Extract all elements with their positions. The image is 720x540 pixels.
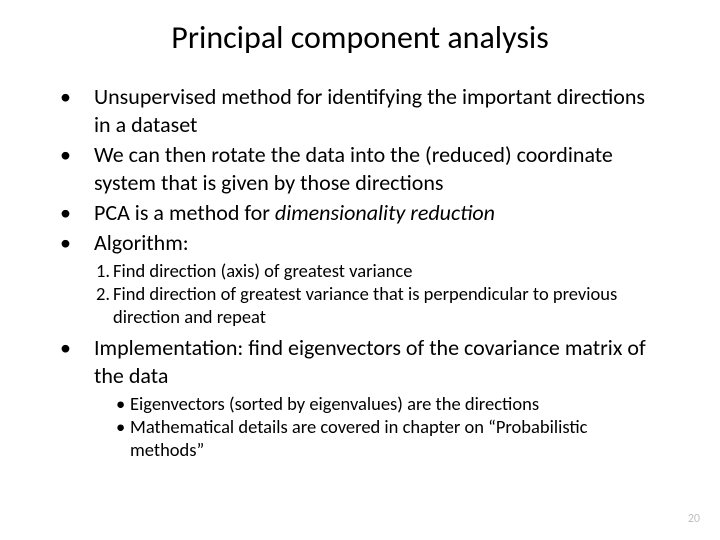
step-number: 2.	[96, 282, 110, 328]
bullet-text-em: dimensionality reduction	[275, 199, 495, 226]
subnote-text: Eigenvectors (sorted by eigenvalues) are…	[130, 392, 648, 415]
bullet-marker: •	[58, 334, 94, 390]
bullet-text: Unsupervised method for identifying the …	[94, 83, 666, 139]
subnote-marker: •	[116, 415, 130, 461]
bullet-marker: •	[58, 229, 94, 257]
bullet-text-pre: PCA is a method for	[94, 199, 275, 226]
bullet-text: Implementation: find eigenvectors of the…	[94, 334, 666, 390]
slide: Principal component analysis • Unsupervi…	[0, 0, 720, 540]
bullet-list: • Unsupervised method for identifying th…	[58, 83, 666, 461]
bullet-text: PCA is a method for dimensionality reduc…	[94, 199, 666, 227]
algorithm-steps: 1. Find direction (axis) of greatest var…	[96, 259, 648, 328]
subnote-marker: •	[116, 392, 130, 415]
step-item: 2. Find direction of greatest variance t…	[96, 282, 648, 328]
subnote-text: Mathematical details are covered in chap…	[130, 415, 648, 461]
bullet-marker: •	[58, 141, 94, 197]
bullet-text: Algorithm:	[94, 229, 666, 257]
subnote-item: • Eigenvectors (sorted by eigenvalues) a…	[116, 392, 648, 415]
bullet-item: • PCA is a method for dimensionality red…	[58, 199, 666, 227]
bullet-marker: •	[58, 83, 94, 139]
bullet-text: We can then rotate the data into the (re…	[94, 141, 666, 197]
sub-notes: • Eigenvectors (sorted by eigenvalues) a…	[116, 392, 648, 461]
step-text: Find direction (axis) of greatest varian…	[110, 259, 648, 282]
bullet-item: • Implementation: find eigenvectors of t…	[58, 334, 666, 390]
bullet-item: • Algorithm:	[58, 229, 666, 257]
bullet-item: • Unsupervised method for identifying th…	[58, 83, 666, 139]
bullet-item: • We can then rotate the data into the (…	[58, 141, 666, 197]
slide-title: Principal component analysis	[76, 18, 644, 57]
step-item: 1. Find direction (axis) of greatest var…	[96, 259, 648, 282]
step-text: Find direction of greatest variance that…	[110, 282, 648, 328]
step-number: 1.	[96, 259, 110, 282]
subnote-item: • Mathematical details are covered in ch…	[116, 415, 648, 461]
bullet-marker: •	[58, 199, 94, 227]
page-number: 20	[688, 512, 700, 526]
